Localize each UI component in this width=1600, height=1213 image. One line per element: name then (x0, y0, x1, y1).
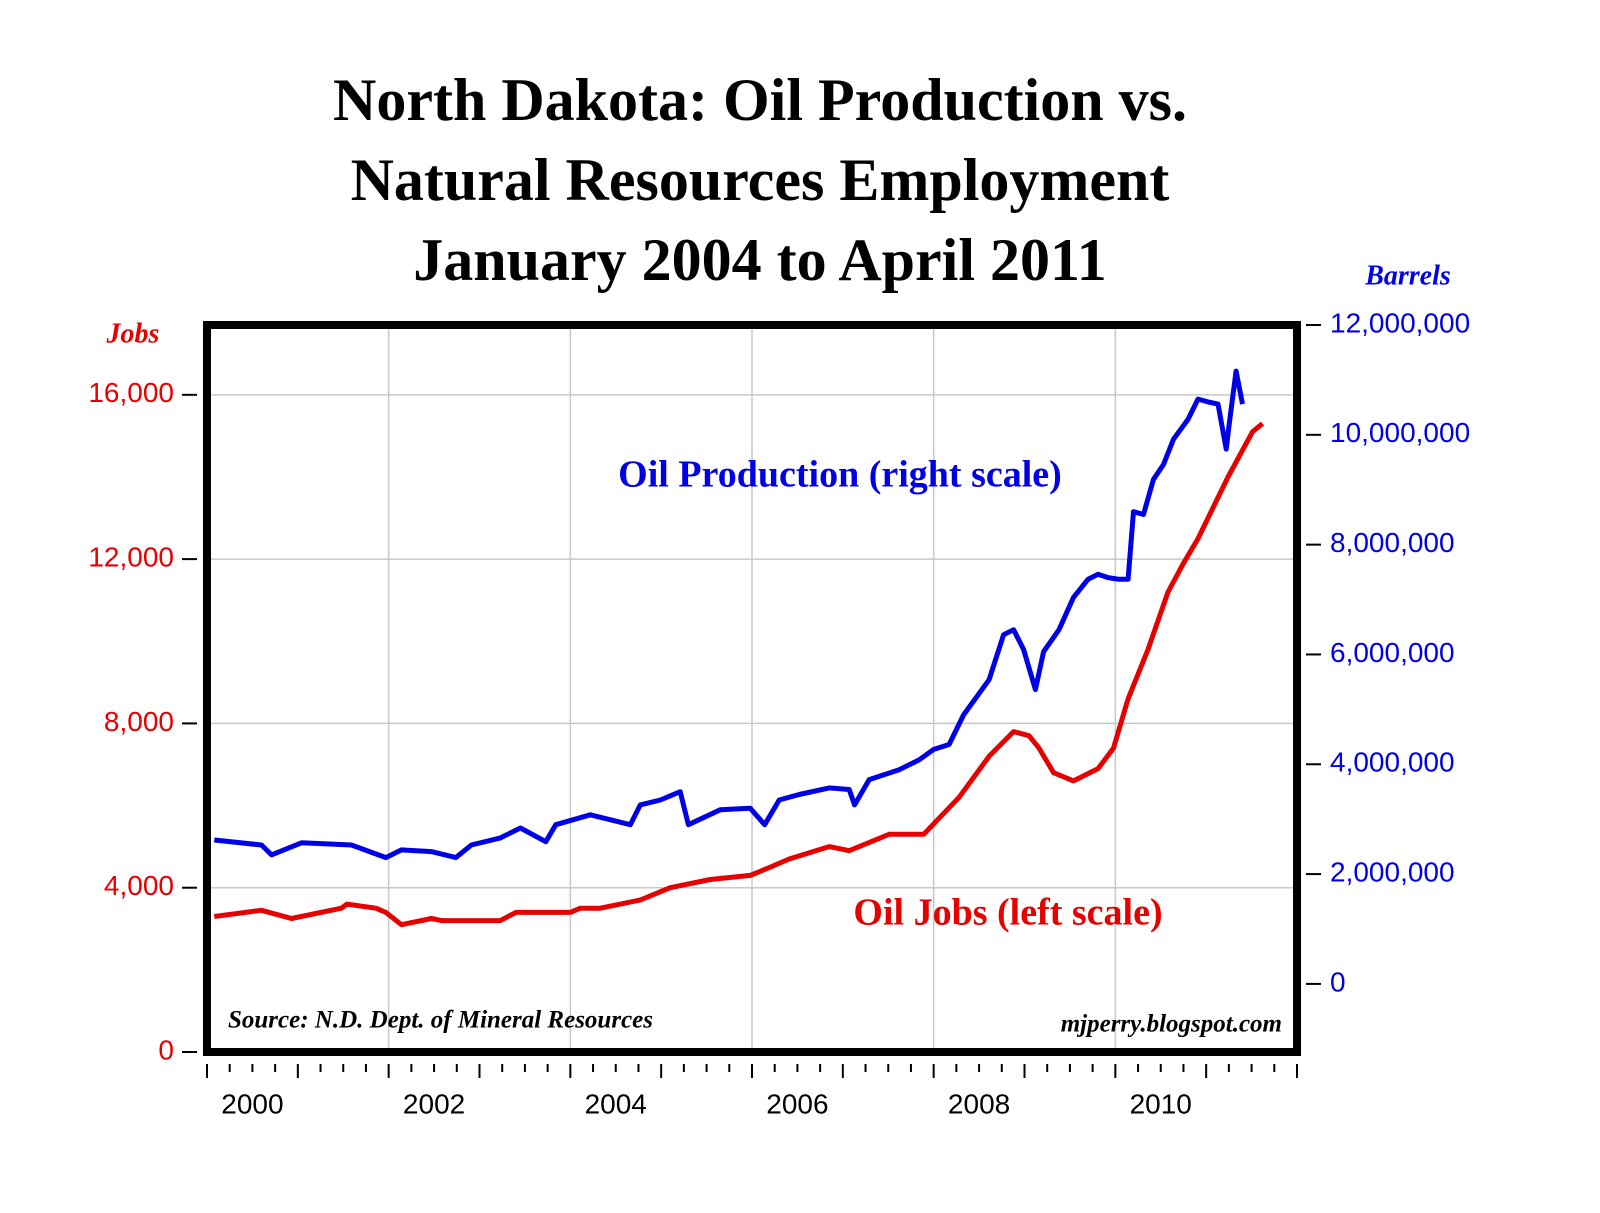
y2-tick-label: 6,000,000 (1330, 637, 1455, 668)
chart-title: North Dakota: Oil Production vs. (333, 67, 1187, 133)
y-tick-label: 0 (158, 1034, 174, 1065)
credit-note: mjperry.blogspot.com (1061, 1011, 1282, 1038)
x-tick-label: 2008 (948, 1088, 1010, 1119)
y2-tick-label: 8,000,000 (1330, 527, 1455, 558)
x-tick-label: 2010 (1130, 1088, 1192, 1119)
chart-title: January 2004 to April 2011 (413, 227, 1106, 293)
plot-frame (203, 321, 1301, 1056)
y2-tick-label: 2,000,000 (1330, 856, 1455, 887)
source-note: Source: N.D. Dept. of Mineral Resources (228, 1007, 653, 1034)
x-tick-label: 2002 (403, 1088, 465, 1119)
x-tick-label: 2004 (585, 1088, 647, 1119)
y-tick-label: 8,000 (104, 706, 174, 737)
y2-tick-label: 4,000,000 (1330, 747, 1455, 778)
x-tick-label: 2006 (766, 1088, 828, 1119)
y-tick-label: 4,000 (104, 870, 174, 901)
y-tick-label: 16,000 (88, 377, 174, 408)
y2-tick-label: 10,000,000 (1330, 417, 1470, 448)
series-line (213, 421, 1265, 928)
series-label: Oil Jobs (left scale) (853, 892, 1162, 934)
y2-tick-label: 0 (1330, 966, 1346, 997)
x-tick-label: 2000 (221, 1088, 283, 1119)
y-tick-label: 12,000 (88, 542, 174, 573)
series-label: Oil Production (right scale) (618, 454, 1062, 496)
chart-title: Natural Resources Employment (351, 147, 1170, 213)
y2-axis-label: Barrels (1364, 260, 1451, 291)
series-line (214, 368, 1245, 861)
y2-tick-label: 12,000,000 (1330, 307, 1470, 338)
y-axis-label: Jobs (106, 318, 160, 349)
